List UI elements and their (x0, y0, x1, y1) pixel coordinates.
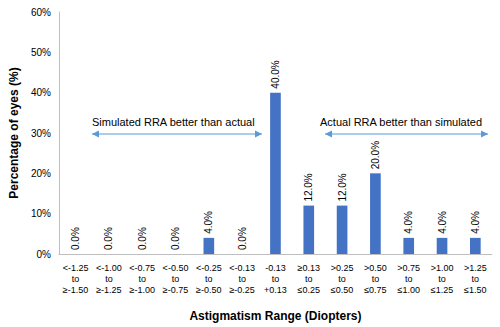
svg-text:≤0.50: ≤0.50 (331, 285, 353, 295)
svg-text:0.0%: 0.0% (137, 227, 148, 250)
svg-text:Astigmatism Range (Diopters): Astigmatism Range (Diopters) (189, 309, 361, 323)
svg-text:>1.25: >1.25 (464, 263, 487, 273)
svg-text:to: to (472, 274, 480, 284)
svg-text:Percentage of eyes (%): Percentage of eyes (%) (7, 67, 21, 198)
svg-text:<-0.25: <-0.25 (196, 263, 222, 273)
svg-text:to: to (338, 274, 346, 284)
svg-text:≥-0.75: ≥-0.75 (163, 285, 188, 295)
svg-text:≤1.00: ≤1.00 (397, 285, 419, 295)
svg-text:to: to (372, 274, 380, 284)
svg-text:20.0%: 20.0% (370, 141, 381, 169)
svg-text:≥-1.00: ≥-1.00 (129, 285, 154, 295)
svg-text:to: to (138, 274, 146, 284)
svg-text:to: to (205, 274, 213, 284)
svg-text:to: to (105, 274, 113, 284)
svg-text:60%: 60% (31, 7, 51, 18)
svg-text:to: to (72, 274, 80, 284)
svg-text:30%: 30% (31, 128, 51, 139)
svg-text:to: to (238, 274, 246, 284)
svg-text:>0.25: >0.25 (331, 263, 354, 273)
svg-text:≤1.25: ≤1.25 (431, 285, 453, 295)
svg-text:4.0%: 4.0% (403, 211, 414, 234)
svg-text:10%: 10% (31, 208, 51, 219)
svg-text:to: to (272, 274, 280, 284)
svg-text:<-0.50: <-0.50 (163, 263, 189, 273)
svg-text:>0.50: >0.50 (364, 263, 387, 273)
svg-text:12.0%: 12.0% (337, 173, 348, 201)
svg-text:-0.13: -0.13 (265, 263, 286, 273)
svg-text:40.0%: 40.0% (270, 60, 281, 88)
svg-text:Simulated RRA better than actu: Simulated RRA better than actual (92, 116, 255, 128)
svg-text:≥0.13: ≥0.13 (298, 263, 320, 273)
svg-text:≥-0.50: ≥-0.50 (196, 285, 221, 295)
svg-text:4.0%: 4.0% (437, 211, 448, 234)
svg-text:≥-0.25: ≥-0.25 (229, 285, 254, 295)
svg-text:0.0%: 0.0% (237, 227, 248, 250)
svg-text:≤0.75: ≤0.75 (364, 285, 386, 295)
svg-text:50%: 50% (31, 47, 51, 58)
svg-text:<-0.75: <-0.75 (129, 263, 155, 273)
svg-text:4.0%: 4.0% (203, 211, 214, 234)
svg-text:≤1.50: ≤1.50 (464, 285, 486, 295)
svg-text:to: to (405, 274, 413, 284)
svg-text:<-1.00: <-1.00 (96, 263, 122, 273)
svg-text:to: to (305, 274, 313, 284)
svg-text:12.0%: 12.0% (303, 173, 314, 201)
svg-text:0.0%: 0.0% (70, 227, 81, 250)
svg-text:<-0.13: <-0.13 (229, 263, 255, 273)
svg-text:≥-1.50: ≥-1.50 (63, 285, 88, 295)
svg-text:0.0%: 0.0% (170, 227, 181, 250)
svg-text:to: to (438, 274, 446, 284)
svg-text:<-1.25: <-1.25 (63, 263, 89, 273)
svg-text:0.0%: 0.0% (103, 227, 114, 250)
svg-text:4.0%: 4.0% (470, 211, 481, 234)
svg-text:20%: 20% (31, 168, 51, 179)
svg-text:≥-1.25: ≥-1.25 (96, 285, 121, 295)
svg-text:0%: 0% (36, 249, 51, 260)
svg-text:>0.75: >0.75 (397, 263, 420, 273)
svg-text:≤0.25: ≤0.25 (298, 285, 320, 295)
svg-text:>1.00: >1.00 (431, 263, 454, 273)
svg-text:Actual RRA better than simulat: Actual RRA better than simulated (320, 116, 482, 128)
svg-text:to: to (172, 274, 180, 284)
svg-text:40%: 40% (31, 87, 51, 98)
svg-text:+0.13: +0.13 (264, 285, 287, 295)
